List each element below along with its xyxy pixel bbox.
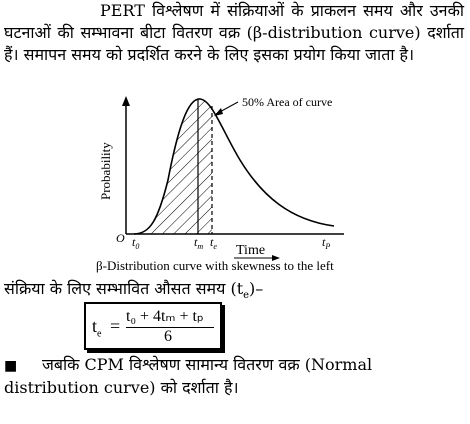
formula-numerator: t₀ + 4tₘ + tₚ	[126, 308, 204, 325]
intro-text: PERT विश्लेषण में संक्रियाओं के प्राकलन …	[4, 1, 464, 64]
square-bullet-icon: ■	[4, 358, 18, 374]
formula-equals: =	[110, 316, 121, 336]
formula-denominator: 6	[164, 328, 172, 345]
annotation-arrow	[214, 108, 223, 116]
origin-label: O	[116, 231, 125, 245]
cpm-paragraph: ■ जबकि CPM विश्लेषण सामान्य वितरण वक्र (N…	[4, 354, 464, 399]
tick-tp: tP	[322, 235, 330, 251]
formula-lhs: te	[92, 316, 102, 340]
y-axis-arrow	[122, 96, 130, 106]
mean-time-sub: e	[243, 290, 250, 302]
figure-caption: β-Distribution curve with skewness to th…	[96, 258, 334, 273]
x-axis-label: Time	[236, 243, 265, 258]
tick-te: te	[210, 235, 217, 251]
mean-time-tail: )–	[249, 279, 264, 298]
mean-time-text: संक्रिया के लिए सम्भावित औसत समय (t	[4, 279, 244, 298]
tick-tm: tm	[194, 235, 203, 251]
hatched-area	[134, 98, 212, 234]
fraction-bar	[126, 327, 214, 328]
beta-curve	[133, 98, 335, 235]
annotation-label: 50% Area of curve	[242, 95, 332, 109]
mean-time-line: संक्रिया के लिए सम्भावित औसत समय (te)–	[4, 278, 464, 307]
time-arrow-head	[272, 255, 280, 261]
cpm-text: जबकि CPM विश्लेषण सामान्य वितरण वक्र (No…	[4, 355, 373, 397]
intro-paragraph: PERT विश्लेषण में संक्रियाओं के प्राकलन …	[4, 0, 464, 66]
tick-t0: t0	[132, 235, 139, 251]
formula-box: te = t₀ + 4tₘ + tₚ 6	[84, 302, 222, 350]
y-axis-label: Probability	[98, 142, 113, 200]
